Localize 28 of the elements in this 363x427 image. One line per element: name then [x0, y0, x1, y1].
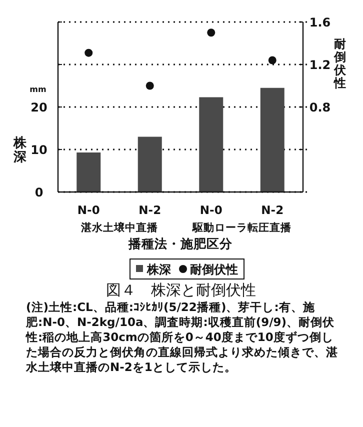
y-tick-label: 10 — [30, 143, 48, 157]
text: 湛水土壌中直播 — [80, 221, 159, 234]
bar — [199, 97, 224, 192]
x-tick-label: N-2 — [261, 203, 284, 217]
y-tick-label: 20 — [30, 100, 48, 114]
point — [146, 82, 154, 90]
y2-tick-label: 1.2 — [309, 58, 331, 72]
y2-tick-label: 0.8 — [309, 100, 331, 114]
point — [84, 48, 93, 57]
legend-label: 株深 — [146, 262, 172, 276]
bar — [260, 88, 284, 192]
bar — [76, 152, 101, 192]
text: (注)土性:CL、品種:ｺｼﾋｶﾘ(5/22播種)、芽干し:有、施肥:N-0、N-2kg/10a、調査時期:収穫直前(9/9)、耐倒伏性:稲の地上高30cmの箇所を0～40度まで10度ずつ倒した場合の反力と倒伏角の直線回帰式より求めた傾きで、湛水土壌中直播のN-2を1として示した。 — [26, 300, 339, 375]
text: 図４ 株深と耐倒伏性 — [106, 281, 256, 299]
x-tick-label: N-0 — [200, 203, 222, 217]
y2-axis-title: 耐倒伏性 — [333, 37, 347, 90]
x-tick-label: N-0 — [77, 203, 100, 217]
x-axis-title: 播種法・施肥区分 — [128, 236, 234, 251]
point — [268, 56, 276, 64]
text: mm — [30, 85, 46, 94]
bar — [138, 136, 162, 192]
y-tick-label: 0 — [34, 186, 44, 200]
y-axis-title: 株深 — [12, 136, 28, 165]
y2-tick-label: 1.6 — [309, 16, 331, 30]
point — [207, 28, 216, 37]
text: 駆動ローラ転圧直播 — [191, 221, 292, 234]
x-tick-label: N-2 — [138, 203, 162, 217]
legend-label: 耐倒伏性 — [190, 262, 238, 276]
